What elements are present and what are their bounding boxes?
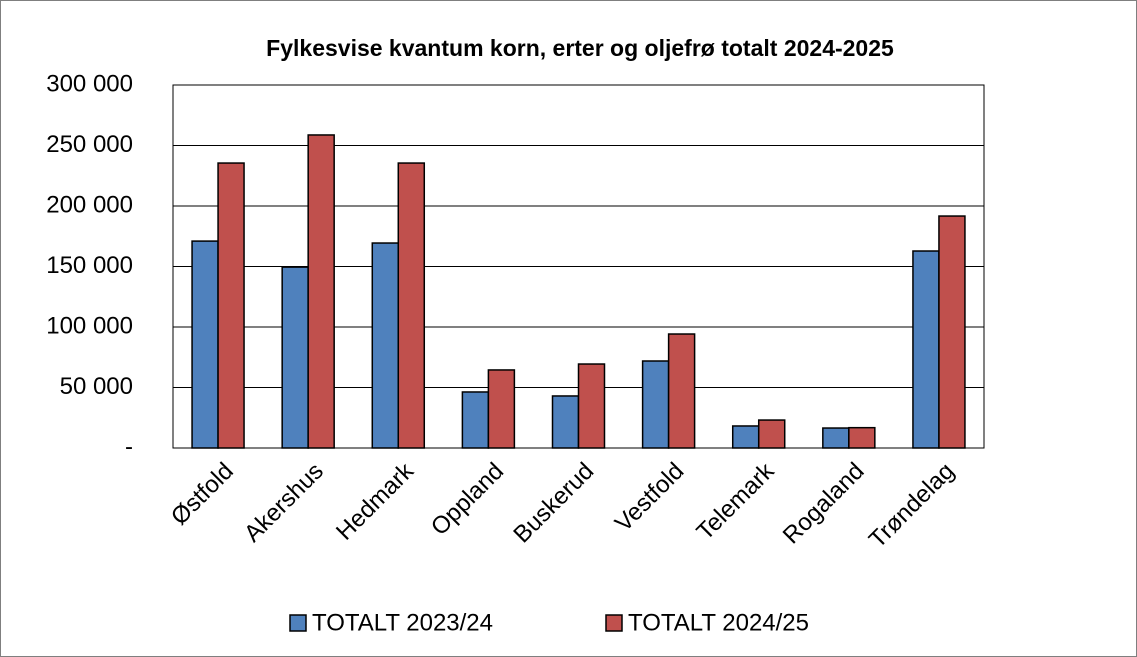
- legend-swatch: [605, 614, 623, 632]
- bar: [757, 419, 786, 449]
- bar: [371, 242, 400, 449]
- bar: [667, 333, 696, 449]
- y-tick-label: -: [125, 433, 133, 460]
- y-tick-label: 100 000: [46, 312, 133, 339]
- y-tick-label: 150 000: [46, 252, 133, 279]
- bar: [461, 391, 490, 449]
- y-tick-label: 200 000: [46, 191, 133, 218]
- bar: [397, 162, 426, 449]
- y-tick-label: 250 000: [46, 131, 133, 158]
- bar: [577, 363, 606, 449]
- bar: [191, 240, 219, 449]
- legend-label: TOTALT 2023/24: [312, 609, 493, 636]
- legend-swatch: [289, 614, 307, 632]
- bar: [912, 250, 940, 449]
- legend-label: TOTALT 2024/25: [628, 609, 809, 636]
- bar: [217, 162, 245, 449]
- bar: [487, 369, 516, 449]
- bar: [822, 427, 850, 449]
- y-tick-label: 300 000: [46, 70, 133, 97]
- bar: [307, 134, 335, 449]
- bar: [281, 266, 309, 449]
- bar: [731, 425, 760, 449]
- bar: [641, 360, 670, 449]
- y-tick-label: 50 000: [60, 373, 133, 400]
- bar: [938, 215, 966, 449]
- bar: [848, 426, 876, 449]
- bar: [551, 395, 580, 449]
- chart-title: Fylkesvise kvantum korn, erter og oljefr…: [266, 35, 894, 61]
